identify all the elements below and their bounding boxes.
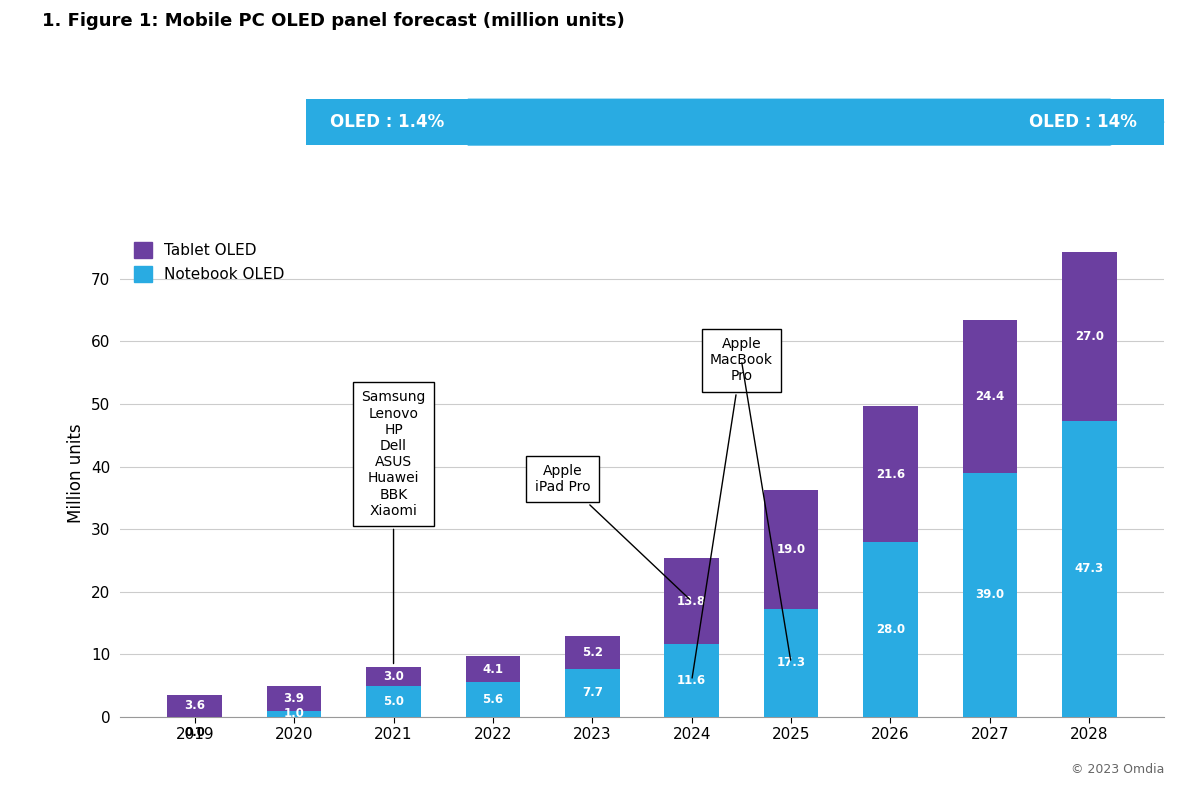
- Text: 27.0: 27.0: [1075, 329, 1104, 343]
- Text: 5.2: 5.2: [582, 646, 602, 659]
- Text: 39.0: 39.0: [976, 589, 1004, 601]
- Bar: [962, 473, 1018, 717]
- Bar: [266, 711, 322, 717]
- FancyBboxPatch shape: [306, 99, 468, 145]
- Legend: Tablet OLED, Notebook OLED: Tablet OLED, Notebook OLED: [127, 236, 290, 288]
- Bar: [763, 608, 818, 717]
- Bar: [466, 682, 521, 717]
- Text: OLED : 14%: OLED : 14%: [1030, 113, 1136, 131]
- Text: Apple
MacBook
Pro: Apple MacBook Pro: [692, 336, 773, 678]
- Text: 3.0: 3.0: [383, 670, 404, 683]
- Bar: [1062, 251, 1116, 421]
- Text: 3.6: 3.6: [185, 699, 205, 712]
- Bar: [763, 489, 818, 608]
- Text: © 2023 Omdia: © 2023 Omdia: [1070, 764, 1164, 776]
- Bar: [565, 636, 619, 669]
- Text: 0.0: 0.0: [185, 727, 205, 739]
- Text: 28.0: 28.0: [876, 623, 905, 636]
- FancyArrow shape: [468, 99, 1164, 145]
- Text: 24.4: 24.4: [976, 390, 1004, 403]
- Text: 11.6: 11.6: [677, 675, 707, 687]
- Bar: [863, 407, 918, 541]
- Text: 7.7: 7.7: [582, 686, 602, 700]
- Bar: [962, 320, 1018, 473]
- Bar: [266, 686, 322, 711]
- Bar: [665, 558, 719, 645]
- Text: 19.0: 19.0: [776, 543, 805, 556]
- FancyBboxPatch shape: [1002, 99, 1164, 145]
- Text: 1.0: 1.0: [283, 708, 305, 720]
- Text: Samsung
Lenovo
HP
Dell
ASUS
Huawei
BBK
Xiaomi: Samsung Lenovo HP Dell ASUS Huawei BBK X…: [361, 390, 426, 663]
- Bar: [168, 694, 222, 717]
- Text: 5.0: 5.0: [383, 695, 404, 708]
- Bar: [863, 541, 918, 717]
- Text: 1. Figure 1: Mobile PC OLED panel forecast (million units): 1. Figure 1: Mobile PC OLED panel foreca…: [42, 12, 625, 30]
- Bar: [366, 686, 421, 717]
- Bar: [366, 667, 421, 686]
- Y-axis label: Million units: Million units: [67, 423, 85, 522]
- Bar: [665, 645, 719, 717]
- Text: 3.9: 3.9: [283, 692, 305, 705]
- Bar: [466, 656, 521, 682]
- Text: 21.6: 21.6: [876, 467, 905, 481]
- Bar: [565, 669, 619, 717]
- Text: 4.1: 4.1: [482, 663, 504, 675]
- Text: 17.3: 17.3: [776, 656, 805, 669]
- Bar: [1062, 421, 1116, 717]
- Text: OLED : 1.4%: OLED : 1.4%: [330, 113, 444, 131]
- Text: 47.3: 47.3: [1075, 563, 1104, 575]
- Text: 5.6: 5.6: [482, 693, 504, 706]
- Text: 13.8: 13.8: [677, 595, 707, 608]
- Text: Apple
iPad Pro: Apple iPad Pro: [535, 464, 690, 600]
